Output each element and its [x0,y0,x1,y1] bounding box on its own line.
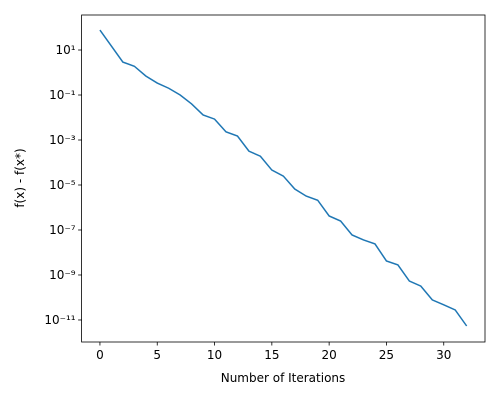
x-tick-label: 30 [436,348,451,362]
y-tick-label: 10⁻⁵ [49,178,76,192]
y-tick-label: 10⁻⁷ [49,223,76,237]
y-tick-label: 10⁻¹ [49,88,76,102]
x-tick-label: 20 [322,348,337,362]
line [99,29,468,327]
x-tick-label: 25 [379,348,394,362]
y-tick-label: 10⁻³ [49,133,76,147]
y-tick-label: 10¹ [56,43,76,57]
x-tick-label: 0 [96,348,104,362]
x-tick-label: 10 [207,348,222,362]
y-tick-label: 10⁻¹¹ [44,313,75,327]
x-tick-label: 5 [153,348,161,362]
x-tick-label: 15 [264,348,279,362]
y-tick-label: 10⁻⁹ [49,268,76,282]
axes-frame [81,14,486,343]
x-axis-label: Number of Iterations [221,371,346,385]
y-axis-label: f(x) - f(x*) [13,148,27,207]
